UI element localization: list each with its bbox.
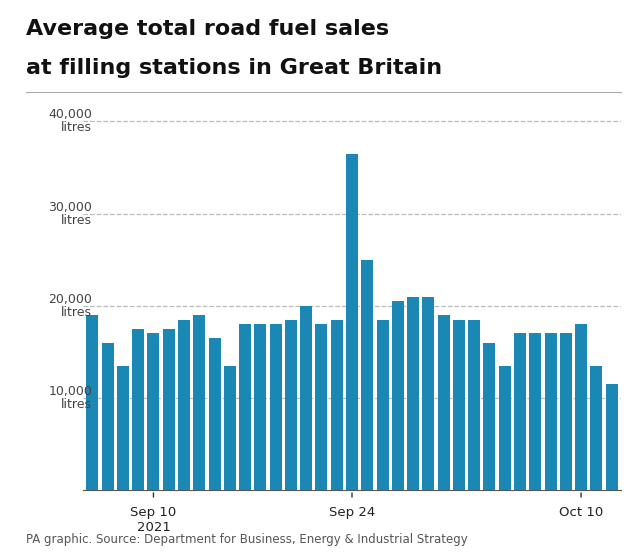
Bar <box>178 320 190 490</box>
Bar <box>468 320 480 490</box>
Bar <box>392 301 404 490</box>
Bar <box>514 334 526 490</box>
Bar <box>438 315 449 490</box>
Bar <box>193 315 205 490</box>
Bar <box>407 296 419 490</box>
Text: litres: litres <box>61 121 92 134</box>
Text: Sep 10
2021: Sep 10 2021 <box>131 506 177 534</box>
Bar <box>529 334 541 490</box>
Bar <box>362 260 373 490</box>
Text: 40,000: 40,000 <box>49 109 92 121</box>
Bar <box>560 334 572 490</box>
Bar <box>316 324 328 490</box>
Bar <box>422 296 435 490</box>
Text: Sep 24: Sep 24 <box>329 506 375 519</box>
Text: Average total road fuel sales: Average total road fuel sales <box>26 19 388 40</box>
Bar <box>117 366 129 490</box>
Bar <box>605 384 618 490</box>
Bar <box>545 334 557 490</box>
Bar <box>224 366 236 490</box>
Bar <box>575 324 587 490</box>
Bar <box>239 324 251 490</box>
Text: PA graphic. Source: Department for Business, Energy & Industrial Strategy: PA graphic. Source: Department for Busin… <box>26 533 467 546</box>
Bar <box>102 343 113 490</box>
Bar <box>163 329 175 490</box>
Text: 20,000: 20,000 <box>49 293 92 306</box>
Bar <box>209 338 221 490</box>
Text: litres: litres <box>61 214 92 227</box>
Bar <box>483 343 495 490</box>
Text: Oct 10: Oct 10 <box>559 506 604 519</box>
Text: litres: litres <box>61 398 92 411</box>
Bar <box>132 329 144 490</box>
Bar <box>376 320 388 490</box>
Text: litres: litres <box>61 306 92 319</box>
Bar <box>269 324 282 490</box>
Bar <box>346 154 358 490</box>
Text: 10,000: 10,000 <box>49 385 92 398</box>
Bar <box>285 320 297 490</box>
Bar <box>147 334 159 490</box>
Bar <box>591 366 602 490</box>
Bar <box>300 306 312 490</box>
Bar <box>499 366 511 490</box>
Bar <box>86 315 99 490</box>
Bar <box>453 320 465 490</box>
Bar <box>331 320 342 490</box>
Text: 30,000: 30,000 <box>49 201 92 214</box>
Bar <box>255 324 266 490</box>
Text: at filling stations in Great Britain: at filling stations in Great Britain <box>26 58 442 79</box>
